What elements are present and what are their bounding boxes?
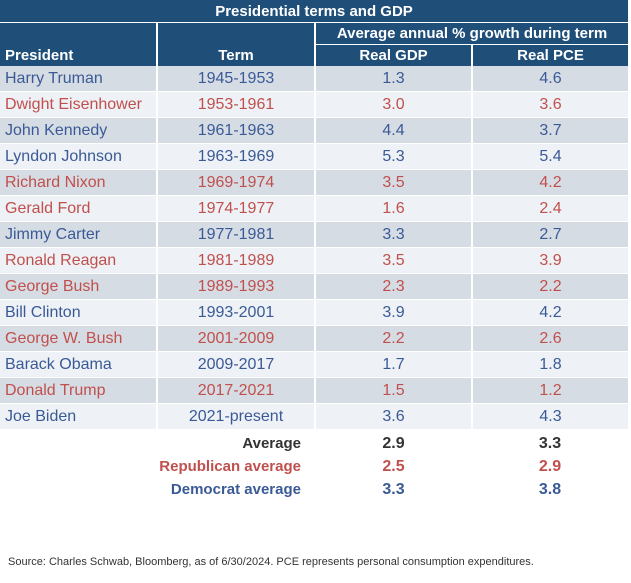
real-pce-cell: 4.3 — [470, 403, 629, 430]
source-note: Source: Charles Schwab, Bloomberg, as of… — [8, 556, 534, 568]
president-cell: John Kennedy — [0, 117, 157, 144]
real-pce-cell: 3.7 — [470, 117, 629, 144]
real-gdp-cell: 3.9 — [314, 299, 472, 326]
average-row: Democrat average 3.3 3.8 — [0, 478, 628, 501]
real-gdp-cell: 4.4 — [314, 117, 472, 144]
column-header-term: Term — [156, 22, 315, 66]
term-cell: 1993-2001 — [156, 299, 315, 326]
term-cell: 1981-1989 — [156, 247, 315, 274]
average-real-pce: 2.9 — [538, 457, 562, 475]
term-cell: 1989-1993 — [156, 273, 315, 300]
term-cell: 1945-1953 — [156, 66, 315, 92]
table-title: Presidential terms and GDP — [0, 0, 629, 23]
table-row: Jimmy Carter 1977-1981 3.3 2.7 — [0, 221, 629, 248]
average-row: Republican average 2.5 2.9 — [0, 455, 628, 478]
average-real-gdp: 3.3 — [382, 480, 405, 498]
presidential-gdp-table: Presidential terms and GDP President Ter… — [0, 0, 629, 430]
table-row: Ronald Reagan 1981-1989 3.5 3.9 — [0, 247, 629, 274]
president-cell: George W. Bush — [0, 325, 157, 352]
real-pce-cell: 4.2 — [470, 169, 629, 196]
column-header-real-pce: Real PCE — [470, 44, 629, 66]
table-row: George Bush 1989-1993 2.3 2.2 — [0, 273, 629, 300]
averages-table: Average 2.9 3.3 Republican average 2.5 2.9 Dem… — [0, 432, 628, 501]
real-gdp-cell: 1.6 — [314, 195, 472, 222]
table-row: John Kennedy 1961-1963 4.4 3.7 — [0, 117, 629, 144]
real-gdp-cell: 3.5 — [314, 247, 472, 274]
president-cell: Dwight Eisenhower — [0, 91, 157, 118]
table-row: Gerald Ford 1974-1977 1.6 2.4 — [0, 195, 629, 222]
president-cell: Bill Clinton — [0, 299, 157, 326]
real-gdp-cell: 1.7 — [314, 351, 472, 378]
term-cell: 1961-1963 — [156, 117, 315, 144]
group-header-growth: Average annual % growth during term — [313, 22, 629, 45]
real-gdp-cell: 3.0 — [314, 91, 472, 118]
president-cell: Richard Nixon — [0, 169, 157, 196]
presidential-gdp-table-container: Presidential terms and GDP President Ter… — [0, 0, 629, 501]
real-pce-cell: 5.4 — [470, 143, 629, 170]
average-real-gdp: 2.5 — [382, 457, 405, 475]
average-label: Democrat average — [170, 481, 301, 498]
average-real-pce: 3.8 — [538, 480, 562, 498]
term-cell: 2009-2017 — [156, 351, 315, 378]
real-pce-cell: 2.6 — [470, 325, 629, 352]
president-cell: Ronald Reagan — [0, 247, 157, 274]
real-pce-cell: 2.4 — [470, 195, 629, 222]
real-gdp-cell: 1.5 — [314, 377, 472, 404]
real-pce-cell: 4.2 — [470, 299, 629, 326]
average-label: Republican average — [159, 458, 301, 475]
real-gdp-cell: 3.3 — [314, 221, 472, 248]
real-gdp-cell: 1.3 — [314, 66, 472, 92]
table-row: Lyndon Johnson 1963-1969 5.3 5.4 — [0, 143, 629, 170]
table-row: Richard Nixon 1969-1974 3.5 4.2 — [0, 169, 629, 196]
real-gdp-cell: 3.6 — [314, 403, 472, 430]
president-cell: Harry Truman — [0, 66, 157, 92]
real-pce-cell: 1.2 — [470, 377, 629, 404]
table-row: Harry Truman 1945-1953 1.3 4.6 — [0, 66, 629, 92]
term-cell: 1974-1977 — [156, 195, 315, 222]
real-pce-cell: 3.9 — [470, 247, 629, 274]
term-cell: 1963-1969 — [156, 143, 315, 170]
president-cell: George Bush — [0, 273, 157, 300]
real-gdp-cell: 2.2 — [314, 325, 472, 352]
real-pce-cell: 1.8 — [470, 351, 629, 378]
table-row: George W. Bush 2001-2009 2.2 2.6 — [0, 325, 629, 352]
president-cell: Donald Trump — [0, 377, 157, 404]
term-cell: 2001-2009 — [156, 325, 315, 352]
column-header-president: President — [0, 22, 157, 66]
president-cell: Jimmy Carter — [0, 221, 157, 248]
term-cell: 2017-2021 — [156, 377, 315, 404]
table-row: Barack Obama 2009-2017 1.7 1.8 — [0, 351, 629, 378]
term-cell: 2021-present — [156, 403, 315, 430]
average-row: Average 2.9 3.3 — [0, 432, 628, 455]
average-label: Average — [242, 435, 301, 452]
average-real-gdp: 2.9 — [382, 434, 405, 452]
real-gdp-cell: 3.5 — [314, 169, 472, 196]
term-cell: 1977-1981 — [156, 221, 315, 248]
term-cell: 1953-1961 — [156, 91, 315, 118]
real-gdp-cell: 2.3 — [314, 273, 472, 300]
average-real-pce: 3.3 — [538, 434, 562, 452]
real-pce-cell: 3.6 — [470, 91, 629, 118]
term-cell: 1969-1974 — [156, 169, 315, 196]
real-gdp-cell: 5.3 — [314, 143, 472, 170]
president-cell: Gerald Ford — [0, 195, 157, 222]
president-cell: Joe Biden — [0, 403, 157, 430]
real-pce-cell: 4.6 — [470, 66, 629, 92]
table-row: Bill Clinton 1993-2001 3.9 4.2 — [0, 299, 629, 326]
table-row: Donald Trump 2017-2021 1.5 1.2 — [0, 377, 629, 404]
averages-body: Average 2.9 3.3 Republican average 2.5 2.9 Dem… — [0, 432, 628, 501]
real-pce-cell: 2.7 — [470, 221, 629, 248]
table-body: Harry Truman 1945-1953 1.3 4.6 Dwight Eisenh… — [0, 66, 629, 430]
table-row: Joe Biden 2021-present 3.6 4.3 — [0, 403, 629, 430]
table-row: Dwight Eisenhower 1953-1961 3.0 3.6 — [0, 91, 629, 118]
column-header-real-gdp: Real GDP — [314, 44, 472, 66]
president-cell: Lyndon Johnson — [0, 143, 157, 170]
president-cell: Barack Obama — [0, 351, 157, 378]
real-pce-cell: 2.2 — [470, 273, 629, 300]
